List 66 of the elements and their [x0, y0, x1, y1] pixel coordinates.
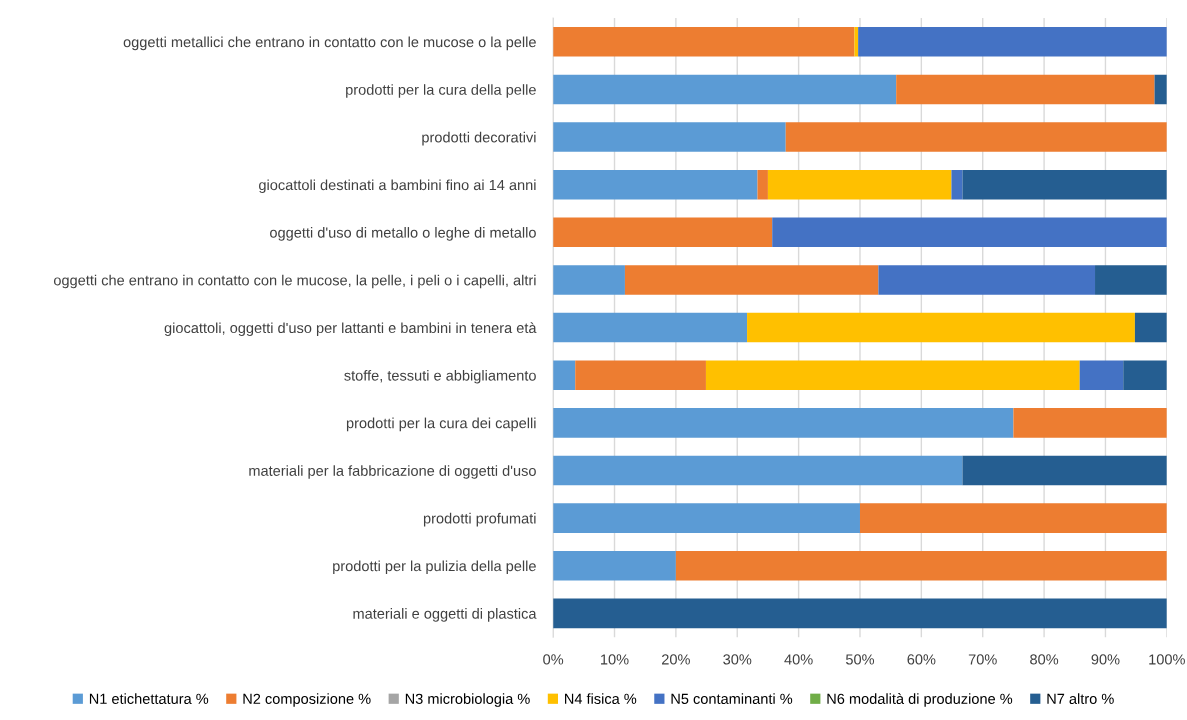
bar	[962, 455, 1167, 486]
y-tick-label: giocattoli, oggetti d'uso per lattanti e bambini in tenera età	[164, 322, 537, 336]
bar	[705, 360, 1080, 390]
y-tick-label: materiali e oggetti di plastica	[353, 608, 537, 622]
legend-label: N2 composizione %	[243, 693, 371, 707]
x-tick-label: 30%	[723, 654, 752, 665]
bar	[1079, 360, 1124, 390]
bar	[896, 74, 1155, 105]
y-tick-label: oggetti che entrano in contatto con le mucose, la pelle, i peli o i capelli, altri	[53, 274, 536, 289]
x-tick-label: 60%	[907, 654, 936, 665]
y-tick-label: giocattoli destinati a bambini fino ai 14 anni	[259, 179, 536, 194]
x-tick-label: 100%	[1149, 654, 1185, 665]
bar	[553, 27, 855, 57]
bar	[553, 169, 758, 200]
bar	[553, 598, 1167, 629]
y-tick-label: prodotti per la cura della pelle	[346, 84, 536, 98]
y-tick-label: prodotti profumati	[423, 512, 536, 527]
bar	[553, 455, 963, 486]
y-tick-label: oggetti d'uso di metallo o leghe di metallo	[270, 227, 536, 241]
legend-label: N3 microbiologia %	[405, 693, 530, 707]
bar	[575, 360, 706, 390]
bar	[1095, 265, 1167, 295]
bar	[675, 550, 1167, 581]
legend-label: N7 altro %	[1047, 693, 1114, 704]
bar	[553, 360, 576, 390]
x-tick-label: 50%	[845, 654, 875, 665]
bar	[1134, 312, 1167, 343]
y-tick-label: prodotti decorativi	[422, 131, 536, 146]
bar	[962, 169, 1167, 200]
y-tick-label: oggetti metallici che entrano in contatto con le mucose o la pelle	[123, 36, 536, 51]
bar	[854, 27, 859, 57]
bar	[553, 265, 625, 295]
bar	[553, 217, 773, 248]
y-tick-label: stoffe, tessuti e abbigliamento	[344, 369, 536, 384]
bar	[1123, 360, 1167, 390]
legend-label: N6 modalità di produzione %	[827, 693, 1013, 707]
bar	[553, 312, 748, 343]
bar	[553, 408, 1014, 438]
x-tick-label: 20%	[662, 654, 690, 665]
bar	[767, 169, 952, 200]
bar	[859, 503, 1167, 533]
bar	[624, 265, 879, 295]
y-tick-label: prodotti per la pulizia della pelle	[333, 560, 536, 575]
y-tick-label: prodotti per la cura dei capelli	[346, 417, 536, 432]
x-tick-label: 70%	[968, 654, 997, 665]
bar	[747, 312, 1135, 343]
x-tick-label: 10%	[601, 654, 629, 665]
bar	[553, 550, 676, 581]
x-tick-label: 0%	[543, 654, 564, 665]
legend-label: N4 fisica %	[565, 693, 637, 704]
x-tick-label: 40%	[784, 654, 813, 665]
bar	[951, 169, 963, 200]
bar	[785, 122, 1167, 152]
legend-label: N1 etichettatura %	[89, 693, 209, 704]
bar	[878, 265, 1096, 295]
bar	[553, 122, 786, 152]
bar	[1013, 408, 1167, 438]
y-tick-label: materiali per la fabbricazione di oggetti d'uso	[249, 465, 536, 479]
bar	[553, 74, 897, 105]
x-tick-label: 90%	[1091, 654, 1120, 665]
legend-label: N5 contaminanti %	[671, 693, 793, 704]
bar	[772, 217, 1167, 248]
x-tick-label: 80%	[1030, 654, 1059, 665]
bar	[858, 27, 1167, 57]
bar	[757, 169, 768, 200]
bar	[553, 503, 860, 533]
